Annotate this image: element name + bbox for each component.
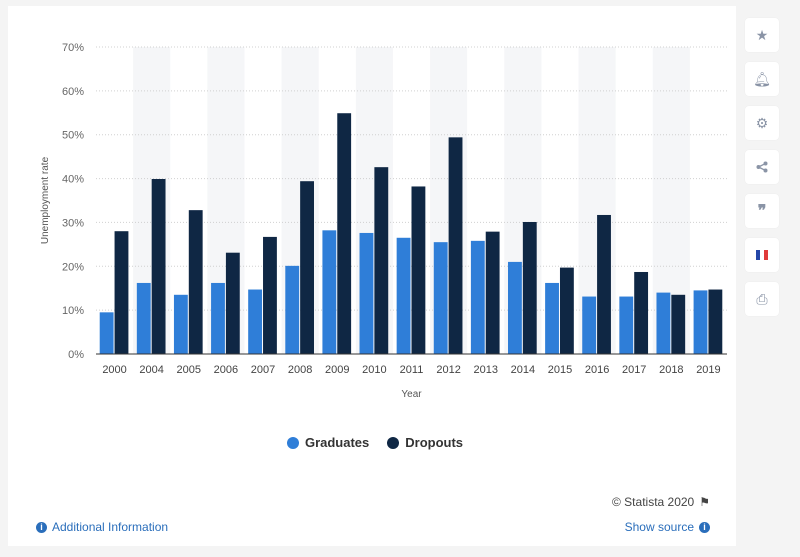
x-tick-label: 2010 (362, 364, 386, 376)
y-axis-label: Unemployment rate (40, 156, 51, 244)
flag-icon (756, 250, 768, 260)
bar-dropouts-2000 (114, 231, 129, 354)
settings-button[interactable]: ⚙ (745, 106, 779, 140)
y-tick-label: 60% (62, 86, 84, 98)
side-toolbar: ★ 🔔︎ ⚙ ❞ ⎙ (745, 18, 779, 326)
x-tick-label: 2005 (177, 364, 201, 376)
y-tick-label: 50% (62, 130, 84, 142)
show-source-link[interactable]: Show source i (625, 520, 710, 534)
bar-graduates-2008 (285, 265, 300, 354)
print-button[interactable]: ⎙ (745, 282, 779, 316)
x-tick-label: 2009 (325, 364, 349, 376)
statista-credit[interactable]: © Statista 2020 ⚑ (612, 495, 710, 509)
bar-dropouts-2008 (300, 181, 314, 354)
legend: Graduates Dropouts (8, 435, 742, 450)
info-icon: i (36, 521, 47, 533)
bar-graduates-2000 (99, 312, 114, 354)
bar-graduates-2004 (136, 282, 151, 354)
quote-icon: ❞ (757, 203, 767, 220)
bar-dropouts-2018 (671, 294, 686, 354)
notification-button[interactable]: 🔔︎ (745, 62, 779, 96)
x-tick-label: 2006 (214, 364, 238, 376)
chart-card: 0% 10% 20% 30% 40% 50% 60% 70% 2000 2004 2005 2006 2… (8, 6, 736, 546)
x-tick-label: 2007 (251, 364, 275, 376)
x-tick-label: 2008 (288, 364, 312, 376)
x-tick-label: 2018 (659, 364, 683, 376)
bar-graduates-2018 (656, 292, 671, 354)
y-tick-label: 0% (68, 349, 84, 361)
bar-graduates-2012 (433, 242, 448, 354)
credit-text: © Statista 2020 (612, 495, 695, 509)
bar-graduates-2010 (359, 232, 374, 354)
language-button[interactable] (745, 238, 779, 272)
bar-graduates-2011 (396, 237, 411, 354)
legend-swatch-graduates (286, 436, 299, 449)
legend-label-dropouts: Dropouts (405, 435, 464, 450)
show-source-label: Show source (624, 520, 694, 534)
bar-dropouts-2019 (708, 289, 723, 354)
bar-graduates-2013 (470, 240, 485, 354)
x-tick-label: 2015 (548, 364, 572, 376)
bar-dropouts-2005 (188, 210, 203, 354)
bar-graduates-2019 (693, 290, 708, 354)
x-axis-label: Year (401, 389, 422, 400)
x-tick-label: 2004 (139, 364, 163, 376)
legend-swatch-dropouts (387, 436, 400, 449)
y-tick-label: 20% (62, 261, 84, 273)
bar-chart: 0% 10% 20% 30% 40% 50% 60% 70% 2000 2004 2005 2006 2… (40, 42, 727, 400)
bar-graduates-2015 (545, 282, 559, 354)
bar-dropouts-2014 (522, 221, 537, 354)
gear-icon: ⚙ (755, 114, 769, 131)
bar-graduates-2005 (173, 294, 188, 354)
cite-button[interactable]: ❞ (745, 194, 779, 228)
info-icon: i (699, 521, 710, 533)
y-tick-label: 70% (62, 42, 84, 54)
legend-label-graduates: Graduates (304, 435, 370, 450)
bar-graduates-2016 (582, 296, 597, 354)
bar-dropouts-2015 (559, 267, 574, 354)
legend-item-graduates[interactable]: Graduates (286, 435, 370, 450)
flag-icon: ⚑ (699, 495, 710, 509)
star-icon: ★ (755, 26, 769, 43)
bar-dropouts-2004 (151, 179, 166, 354)
y-tick-label: 40% (62, 174, 84, 186)
legend-item-dropouts[interactable]: Dropouts (387, 435, 463, 450)
x-tick-label: 2000 (102, 364, 126, 376)
bar-dropouts-2017 (634, 271, 649, 354)
bar-graduates-2007 (248, 289, 263, 354)
bar-dropouts-2009 (337, 113, 352, 354)
bar-dropouts-2006 (225, 252, 240, 354)
x-tick-label: 2019 (696, 364, 720, 376)
x-tick-label: 2012 (436, 364, 460, 376)
share-icon (756, 161, 768, 173)
x-tick-label: 2014 (511, 364, 535, 376)
bar-dropouts-2016 (597, 214, 611, 354)
y-tick-label: 10% (62, 305, 84, 317)
bar-dropouts-2013 (485, 231, 500, 354)
bar-dropouts-2012 (448, 137, 463, 354)
x-tick-label: 2016 (585, 364, 609, 376)
bar-dropouts-2011 (411, 186, 426, 354)
bar-graduates-2014 (508, 261, 522, 354)
favorite-button[interactable]: ★ (745, 18, 779, 52)
x-tick-label: 2011 (400, 364, 424, 376)
bar-graduates-2006 (211, 282, 225, 354)
x-tick-label: 2017 (622, 364, 646, 376)
bar-graduates-2009 (322, 230, 337, 354)
bar-dropouts-2007 (263, 236, 277, 354)
bell-icon: 🔔︎ (753, 70, 771, 87)
share-button[interactable] (745, 150, 779, 184)
x-tick-label: 2013 (473, 364, 497, 376)
additional-information-link[interactable]: i Additional Information (36, 520, 168, 534)
additional-information-label: Additional Information (52, 520, 169, 534)
bar-dropouts-2010 (374, 167, 389, 354)
print-icon: ⎙ (756, 290, 768, 307)
bar-graduates-2017 (619, 296, 634, 354)
y-tick-label: 30% (62, 217, 84, 229)
